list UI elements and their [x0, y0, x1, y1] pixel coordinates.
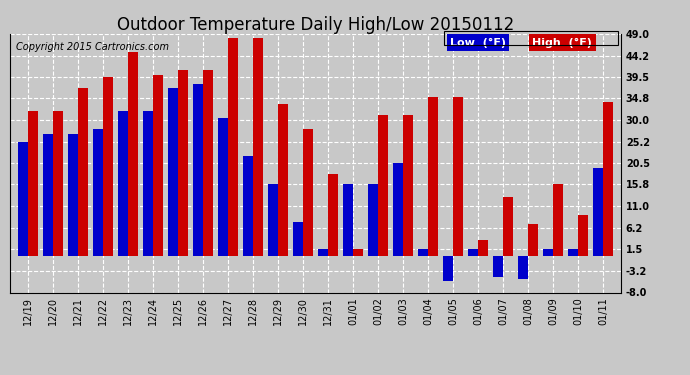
Bar — [418, 249, 428, 256]
Bar — [469, 249, 478, 256]
Title: Outdoor Temperature Daily High/Low 20150112: Outdoor Temperature Daily High/Low 20150… — [117, 16, 514, 34]
Bar — [518, 256, 529, 279]
Text: Low  (°F): Low (°F) — [450, 38, 506, 48]
Bar — [293, 222, 303, 256]
Bar — [153, 75, 163, 256]
Bar — [253, 38, 263, 256]
Bar — [178, 70, 188, 256]
Bar — [243, 156, 253, 256]
Bar — [478, 240, 489, 256]
Bar — [128, 52, 138, 256]
Bar — [203, 70, 213, 256]
Bar — [278, 104, 288, 256]
Bar — [143, 111, 153, 256]
Bar — [118, 111, 128, 256]
Bar — [403, 116, 413, 256]
Bar — [593, 168, 604, 256]
Bar — [303, 129, 313, 256]
Bar — [103, 77, 113, 256]
Bar — [529, 224, 538, 256]
Bar — [93, 129, 103, 256]
Bar — [343, 183, 353, 256]
Bar — [504, 197, 513, 256]
Bar — [28, 111, 38, 256]
Bar — [53, 111, 63, 256]
Bar — [193, 84, 203, 256]
Bar — [428, 97, 438, 256]
Bar — [443, 256, 453, 281]
Bar — [228, 38, 238, 256]
Bar — [393, 163, 403, 256]
Bar — [43, 134, 53, 256]
Bar — [604, 102, 613, 256]
Bar — [318, 249, 328, 256]
Bar — [368, 183, 378, 256]
Bar — [268, 183, 278, 256]
Bar — [378, 116, 388, 256]
Text: Copyright 2015 Cartronics.com: Copyright 2015 Cartronics.com — [17, 42, 170, 51]
Bar — [569, 249, 578, 256]
Bar — [168, 88, 178, 256]
Bar — [493, 256, 504, 277]
Bar — [328, 174, 338, 256]
Bar — [553, 183, 564, 256]
Bar — [353, 249, 363, 256]
Text: High  (°F): High (°F) — [533, 38, 592, 48]
Bar — [544, 249, 553, 256]
Bar — [218, 118, 228, 256]
Bar — [18, 142, 28, 256]
Bar — [68, 134, 78, 256]
Bar — [78, 88, 88, 256]
Bar — [578, 215, 589, 256]
Bar — [453, 97, 463, 256]
